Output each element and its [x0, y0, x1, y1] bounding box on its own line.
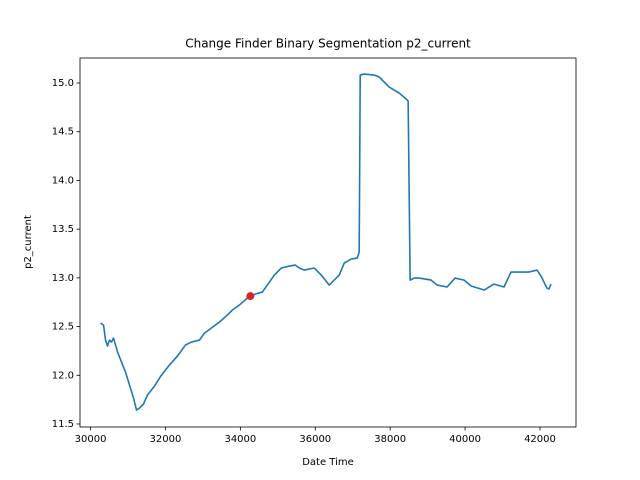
- x-axis-label: Date Time: [302, 457, 354, 468]
- change-point: [246, 292, 255, 301]
- x-tick-label: 38000: [374, 434, 406, 445]
- plot-frame: [79, 57, 577, 428]
- y-tick-label: 11.5: [52, 419, 74, 430]
- y-tick-label: 12.0: [52, 370, 74, 381]
- y-tick-label: 14.0: [52, 175, 74, 186]
- x-tick-label: 42000: [524, 434, 556, 445]
- x-tick-label: 34000: [224, 434, 256, 445]
- y-tick-label: 13.0: [52, 273, 74, 284]
- y-tick-label: 15.0: [52, 78, 74, 89]
- x-tick-label: 40000: [449, 434, 481, 445]
- chart-title: Change Finder Binary Segmentation p2_cur…: [185, 37, 471, 51]
- y-tick-label: 13.5: [52, 224, 74, 235]
- y-axis-label: p2_current: [23, 215, 34, 269]
- data-line: [100, 73, 552, 411]
- x-tick-label: 30000: [75, 434, 107, 445]
- y-tick-label: 14.5: [52, 127, 74, 138]
- x-tick-label: 36000: [299, 434, 331, 445]
- y-tick-label: 12.5: [52, 322, 74, 333]
- x-tick-label: 32000: [150, 434, 182, 445]
